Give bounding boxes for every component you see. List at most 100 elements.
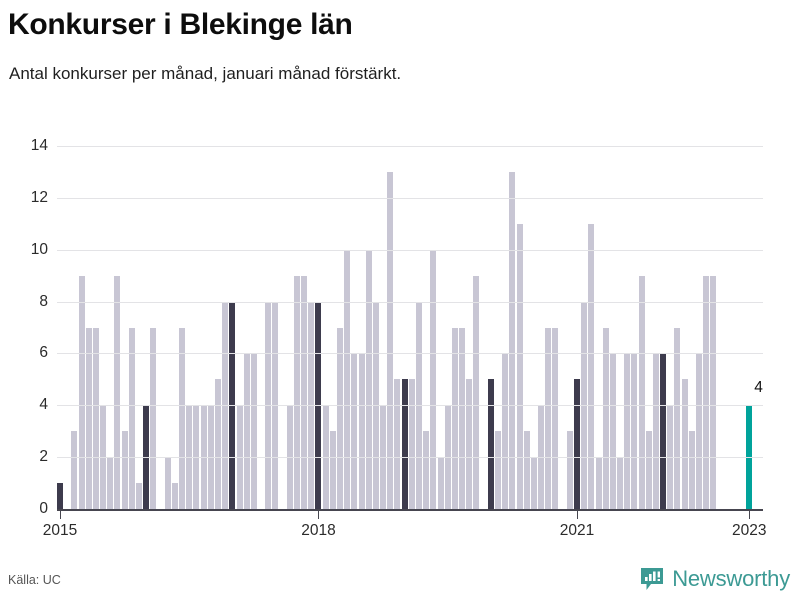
bar[interactable] [681, 379, 688, 509]
bar[interactable] [387, 171, 394, 509]
plot-area: 4 [57, 146, 763, 511]
bar[interactable] [609, 353, 616, 509]
bar[interactable] [638, 275, 645, 509]
bar[interactable] [710, 275, 717, 509]
bar[interactable] [530, 457, 537, 509]
bar[interactable] [329, 431, 336, 509]
bar[interactable] [107, 457, 114, 509]
x-axis-tick-label: 2018 [301, 522, 336, 539]
bar-series: 4 [57, 146, 763, 509]
bar[interactable] [301, 275, 308, 509]
bar[interactable] [696, 353, 703, 509]
y-axis-tick-label: 6 [39, 344, 48, 362]
newsworthy-logo: Newsworthy [639, 566, 790, 592]
y-axis-tick-label: 14 [30, 137, 48, 154]
bar[interactable] [92, 327, 99, 509]
bar[interactable] [588, 223, 595, 509]
bar[interactable] [85, 327, 92, 509]
bar[interactable] [423, 431, 430, 509]
bar[interactable] [243, 353, 250, 509]
bar[interactable] [674, 327, 681, 509]
x-axis: 2015 2018 2021 2023 [43, 511, 767, 551]
bar[interactable] [566, 431, 573, 509]
gridline [57, 457, 763, 459]
bar[interactable] [214, 379, 221, 509]
bar[interactable] [128, 327, 135, 509]
bar[interactable] [545, 327, 552, 509]
bar[interactable] [631, 353, 638, 509]
x-axis-tick [60, 511, 61, 519]
bar[interactable] [573, 379, 580, 509]
gridline [57, 353, 763, 355]
bar[interactable] [293, 275, 300, 509]
gridline [57, 249, 763, 251]
bar[interactable] [602, 327, 609, 509]
bar[interactable] [344, 249, 351, 509]
bar[interactable] [150, 327, 157, 509]
bar[interactable] [351, 353, 358, 509]
y-axis-tick-label: 12 [30, 188, 48, 206]
bar[interactable] [624, 353, 631, 509]
bar[interactable] [437, 457, 444, 509]
bar[interactable] [652, 353, 659, 509]
brand-name: Newsworthy [672, 566, 790, 591]
x-axis-line [57, 509, 763, 511]
bar[interactable] [494, 431, 501, 509]
bar[interactable] [459, 327, 466, 509]
chart-subtitle: Antal konkurser per månad, januari månad… [9, 64, 402, 83]
bar[interactable] [164, 457, 171, 509]
bar[interactable] [394, 379, 401, 509]
bar[interactable] [509, 171, 516, 509]
bar[interactable] [358, 353, 365, 509]
bar-value-label: 4 [754, 379, 763, 397]
bar[interactable] [523, 431, 530, 509]
bar[interactable] [703, 275, 710, 509]
x-axis-tick-label: 2015 [42, 522, 78, 539]
x-axis-tick [318, 511, 320, 519]
bar[interactable] [401, 379, 408, 509]
bar[interactable] [179, 327, 186, 509]
y-axis-tick-label: 0 [39, 500, 48, 517]
gridline [57, 146, 763, 147]
bar[interactable] [617, 457, 624, 509]
bar[interactable] [552, 327, 559, 509]
bar[interactable] [365, 249, 372, 509]
bar[interactable] [516, 223, 523, 509]
page-title: Konkurser i Blekinge län [8, 8, 353, 41]
bar[interactable] [502, 353, 509, 509]
x-axis-tick-label: 2023 [732, 522, 767, 539]
bar[interactable] [466, 379, 473, 509]
y-axis: 0 2 4 6 8 10 12 14 [0, 137, 48, 517]
gridline [57, 301, 763, 303]
gridline [57, 405, 763, 407]
bar[interactable] [57, 483, 63, 509]
bar-chart-speech-bubble-icon [639, 566, 665, 592]
bar[interactable] [114, 275, 121, 509]
bar[interactable] [171, 483, 178, 509]
bar[interactable] [408, 379, 415, 509]
bar[interactable] [71, 431, 78, 509]
y-axis-tick-label: 4 [39, 396, 48, 414]
bar[interactable] [250, 353, 257, 509]
bar[interactable] [135, 483, 142, 509]
bar[interactable] [121, 431, 128, 509]
bar[interactable] [337, 327, 344, 509]
x-axis-tick [576, 511, 578, 519]
bar[interactable] [430, 249, 437, 509]
bar[interactable] [688, 431, 695, 509]
gridline [57, 197, 763, 199]
x-axis-tick-label: 2021 [559, 522, 595, 539]
bar[interactable] [487, 379, 494, 509]
y-axis-tick-label: 2 [39, 448, 48, 466]
bar[interactable] [451, 327, 458, 509]
bar[interactable] [595, 457, 602, 509]
source-note: Källa: UC [8, 573, 61, 587]
x-axis-tick [749, 511, 751, 519]
bar[interactable] [645, 431, 652, 509]
y-axis-tick-label: 10 [30, 240, 48, 258]
bar[interactable] [78, 275, 85, 509]
bar[interactable] [660, 353, 667, 509]
bar[interactable] [473, 275, 480, 509]
